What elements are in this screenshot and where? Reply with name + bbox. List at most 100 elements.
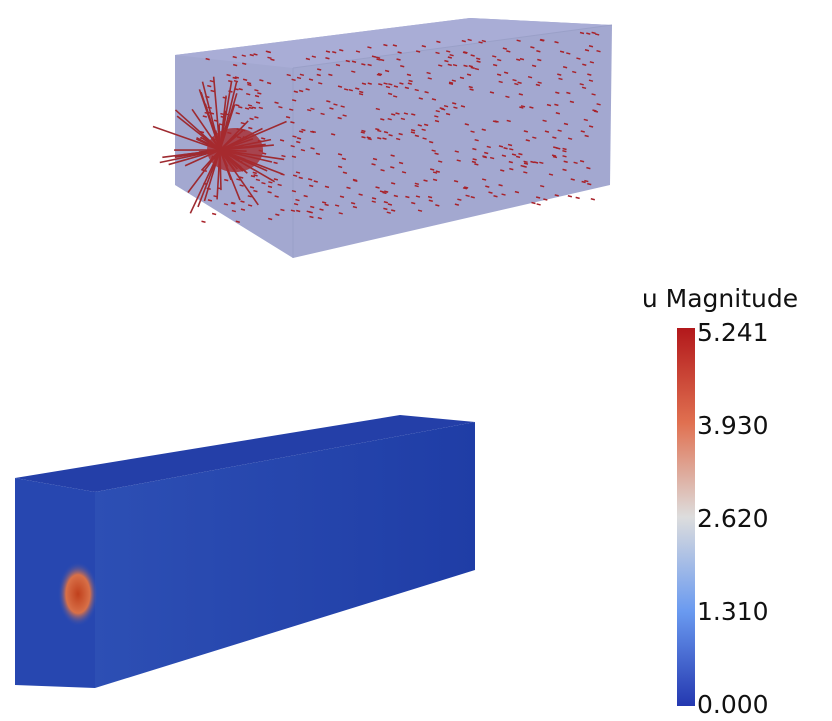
arrow <box>537 60 541 61</box>
arrow <box>505 96 509 97</box>
arrow <box>253 172 257 173</box>
arrow <box>457 160 461 161</box>
arrow <box>581 131 585 132</box>
arrow <box>347 187 351 188</box>
arrow <box>484 153 488 154</box>
arrow <box>582 87 586 88</box>
arrow <box>405 87 409 88</box>
arrow <box>250 118 254 119</box>
arrow <box>482 179 486 180</box>
arrow <box>571 179 575 180</box>
arrow <box>317 75 321 76</box>
arrow <box>470 89 474 90</box>
arrow <box>275 102 279 103</box>
arrow <box>248 205 252 206</box>
arrow <box>267 57 271 58</box>
arrow <box>372 198 376 199</box>
arrow <box>367 137 371 138</box>
arrow <box>471 197 475 198</box>
arrow <box>242 55 246 56</box>
arrow <box>564 123 568 124</box>
page: u Magnitude 5.2413.9302.6201.3100.000 ((… <box>0 0 832 721</box>
arrow <box>304 196 308 197</box>
arrow <box>351 71 355 72</box>
arrow <box>339 213 343 214</box>
arrow <box>516 59 520 60</box>
arrow <box>306 58 310 59</box>
arrow <box>343 115 347 116</box>
arrow <box>587 184 591 185</box>
arrow <box>399 134 403 135</box>
arrow <box>493 65 497 66</box>
arrow <box>454 181 458 182</box>
arrow <box>415 186 419 187</box>
arrow <box>309 212 313 213</box>
arrow <box>592 94 596 95</box>
arrow <box>280 209 284 210</box>
arrow <box>399 163 403 164</box>
arrow <box>543 199 547 200</box>
arrow <box>384 83 388 84</box>
arrow <box>391 155 395 156</box>
arrow <box>523 166 527 167</box>
arrow <box>253 54 257 55</box>
arrow <box>563 67 567 68</box>
arrow <box>361 64 365 65</box>
arrow <box>368 138 372 139</box>
arrow <box>450 55 454 56</box>
arrow <box>433 172 437 173</box>
arrow <box>377 138 381 139</box>
arrow <box>309 185 313 186</box>
arrow <box>430 169 434 170</box>
arrow <box>248 128 252 129</box>
arrow <box>536 85 540 86</box>
arrow <box>275 196 279 197</box>
arrow <box>462 41 466 42</box>
arrow <box>254 117 258 118</box>
arrow <box>576 58 580 59</box>
arrow <box>594 111 598 112</box>
arrow <box>401 118 405 119</box>
arrow <box>432 99 436 100</box>
arrow <box>530 162 534 163</box>
arrow <box>380 119 384 120</box>
arrow <box>477 61 481 62</box>
arrow <box>309 216 313 217</box>
arrow <box>485 186 489 187</box>
arrow <box>538 82 542 83</box>
arrow <box>377 130 381 131</box>
arrow <box>446 114 450 115</box>
arrow <box>373 159 377 160</box>
arrow <box>296 142 300 143</box>
arrow <box>338 118 342 119</box>
arrow <box>467 74 471 75</box>
tick-label: 2.620 <box>697 504 769 533</box>
arrow <box>227 75 231 76</box>
arrow <box>368 83 372 84</box>
arrow <box>307 110 311 111</box>
arrow <box>568 196 572 197</box>
arrow <box>504 72 508 73</box>
arrow <box>399 83 403 84</box>
arrow <box>318 83 322 84</box>
arrow <box>436 171 440 172</box>
arrow <box>463 188 467 189</box>
arrow <box>576 197 580 198</box>
arrow <box>372 201 376 202</box>
arrow <box>438 65 442 66</box>
arrow <box>409 80 413 81</box>
arrow <box>312 56 316 57</box>
arrow <box>349 90 353 91</box>
arrow <box>499 185 503 186</box>
arrow <box>331 134 335 135</box>
arrow <box>310 131 314 132</box>
arrow <box>517 40 521 41</box>
arrow <box>336 65 340 66</box>
arrow <box>471 131 475 132</box>
arrow <box>233 65 237 66</box>
arrow <box>391 183 395 184</box>
arrow <box>262 153 266 154</box>
arrow <box>453 65 457 66</box>
arrow <box>494 196 498 197</box>
arrow <box>353 180 357 181</box>
